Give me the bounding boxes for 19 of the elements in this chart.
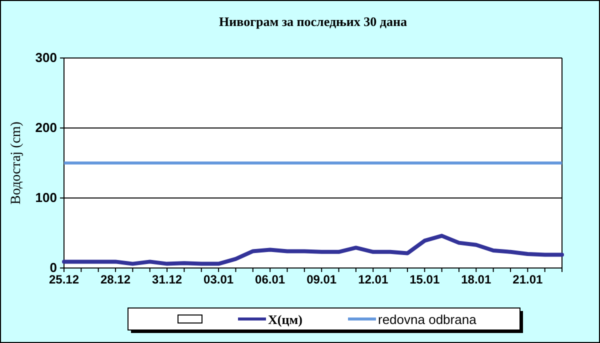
y-tick-label: 200 xyxy=(35,120,57,136)
x-tick-label: 09.01 xyxy=(306,272,337,287)
x-tick-label: 12.01 xyxy=(358,272,388,287)
x-tick-label: 06.01 xyxy=(255,272,286,287)
x-tick-label: 31.12 xyxy=(152,272,182,287)
x-tick-label: 03.01 xyxy=(204,272,234,287)
line-series xyxy=(62,234,564,266)
y-axis-title: Водостај (cm) xyxy=(9,121,24,204)
x-tick-label: 21.01 xyxy=(512,272,543,287)
x-tick-label: 28.12 xyxy=(100,272,131,287)
x-tick-label: 15.01 xyxy=(410,272,440,287)
y-tick-label: 0 xyxy=(50,260,57,276)
chart-title: Нивограм за последњих 30 дана xyxy=(219,14,408,29)
x-tick-label: 25.12 xyxy=(48,272,80,287)
x-tick-label: 18.01 xyxy=(461,272,492,287)
y-tick-label: 300 xyxy=(35,50,57,66)
y-tick-label: 100 xyxy=(35,190,57,206)
legend-label: X(цм) xyxy=(268,312,302,327)
legend-label: redovna odbrana xyxy=(378,312,478,327)
